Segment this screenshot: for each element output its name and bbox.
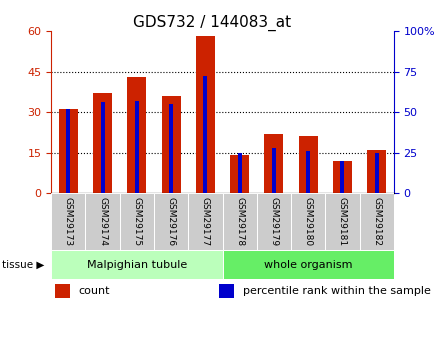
Bar <box>135 101 139 193</box>
Bar <box>203 77 207 193</box>
Bar <box>222 193 257 250</box>
Text: GSM29174: GSM29174 <box>98 197 107 246</box>
Bar <box>299 136 318 193</box>
Bar <box>333 161 352 193</box>
Text: percentile rank within the sample: percentile rank within the sample <box>243 286 431 296</box>
Text: GSM29182: GSM29182 <box>372 197 381 246</box>
Text: GSM29175: GSM29175 <box>132 197 142 246</box>
Bar <box>59 109 78 193</box>
Bar <box>85 193 120 250</box>
Title: GDS732 / 144083_at: GDS732 / 144083_at <box>133 15 291 31</box>
Text: GSM29179: GSM29179 <box>269 197 279 246</box>
Bar <box>306 151 310 193</box>
Bar <box>51 250 223 279</box>
Bar <box>325 193 360 250</box>
Bar <box>257 193 291 250</box>
Text: GSM29177: GSM29177 <box>201 197 210 246</box>
Bar <box>188 193 222 250</box>
Bar <box>120 193 154 250</box>
Bar <box>238 152 242 193</box>
Bar <box>222 250 394 279</box>
Bar <box>55 284 70 298</box>
Text: GSM29176: GSM29176 <box>166 197 176 246</box>
Bar <box>154 193 188 250</box>
Bar <box>219 284 235 298</box>
Text: GSM29181: GSM29181 <box>338 197 347 246</box>
Bar <box>127 77 146 193</box>
Text: tissue ▶: tissue ▶ <box>2 260 44 270</box>
Bar <box>169 104 173 193</box>
Text: Malpighian tubule: Malpighian tubule <box>87 260 187 270</box>
Text: count: count <box>79 286 110 296</box>
Text: whole organism: whole organism <box>264 260 352 270</box>
Bar <box>93 93 112 193</box>
Text: GSM29173: GSM29173 <box>64 197 73 246</box>
Bar <box>66 109 70 193</box>
Bar <box>375 152 379 193</box>
Text: GSM29180: GSM29180 <box>303 197 313 246</box>
Bar <box>360 193 394 250</box>
Bar <box>196 37 215 193</box>
Text: GSM29178: GSM29178 <box>235 197 244 246</box>
Bar <box>340 161 344 193</box>
Bar <box>230 155 249 193</box>
Bar <box>272 148 276 193</box>
Bar <box>367 150 386 193</box>
Bar <box>51 193 85 250</box>
Bar <box>101 102 105 193</box>
Bar <box>162 96 181 193</box>
Bar <box>291 193 325 250</box>
Bar <box>264 134 283 193</box>
